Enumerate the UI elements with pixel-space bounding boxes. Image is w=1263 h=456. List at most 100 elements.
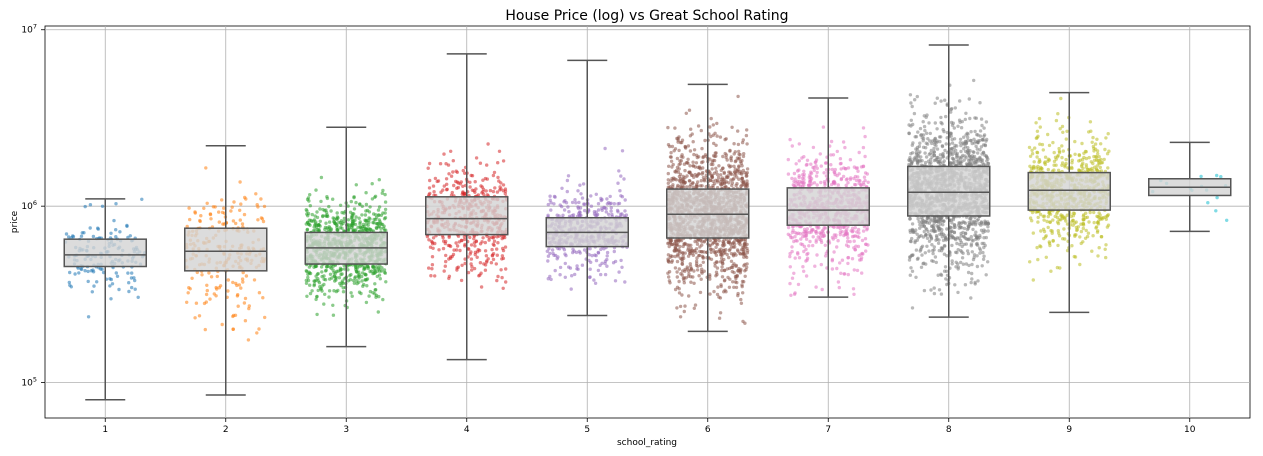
data-point	[812, 165, 816, 170]
data-point	[692, 306, 696, 310]
data-point	[327, 220, 332, 224]
data-point	[569, 287, 573, 291]
data-point	[744, 133, 749, 138]
data-point	[846, 261, 850, 266]
data-point	[247, 304, 251, 308]
data-point	[241, 280, 245, 284]
data-point	[329, 209, 333, 213]
data-point	[563, 275, 567, 279]
data-point	[790, 230, 795, 235]
data-point	[546, 254, 551, 258]
data-point	[701, 166, 705, 170]
data-point	[956, 248, 960, 252]
data-point	[363, 272, 367, 276]
data-point	[377, 205, 382, 209]
data-point	[260, 217, 265, 221]
data-point	[801, 265, 805, 269]
data-point	[677, 291, 682, 295]
data-point	[140, 197, 144, 201]
data-point	[716, 285, 720, 289]
data-point	[830, 267, 835, 271]
data-point	[679, 185, 684, 189]
data-point	[822, 180, 827, 184]
data-point	[86, 279, 90, 284]
data-point	[358, 225, 362, 229]
data-point	[610, 212, 614, 217]
data-point	[666, 125, 670, 130]
data-point	[360, 213, 364, 217]
data-point	[857, 150, 861, 155]
data-point	[349, 291, 353, 295]
data-point	[833, 167, 837, 172]
data-point	[202, 206, 206, 210]
data-point	[675, 306, 679, 310]
data-point	[719, 247, 723, 251]
data-point	[736, 269, 740, 273]
data-point	[732, 270, 736, 275]
data-point	[368, 269, 372, 274]
data-point	[354, 215, 358, 219]
data-point	[310, 289, 314, 293]
data-point	[578, 183, 582, 187]
data-point	[743, 274, 747, 278]
data-point	[963, 117, 967, 122]
data-point	[959, 126, 964, 130]
data-point	[802, 230, 806, 234]
data-point	[666, 253, 671, 257]
data-point	[567, 210, 571, 214]
data-point	[788, 254, 792, 259]
data-point	[722, 181, 727, 186]
data-point	[857, 178, 861, 183]
data-point	[570, 274, 574, 278]
data-point	[702, 269, 706, 273]
data-point	[470, 188, 475, 192]
data-point	[481, 187, 486, 191]
data-point	[455, 244, 460, 248]
data-point	[455, 186, 459, 190]
data-point	[714, 143, 718, 147]
data-point	[715, 266, 720, 270]
data-point	[722, 248, 726, 252]
data-point	[731, 280, 735, 284]
data-point	[238, 208, 242, 212]
data-point	[693, 303, 698, 307]
data-point	[921, 133, 926, 137]
data-point	[341, 290, 346, 294]
data-point	[802, 183, 806, 187]
data-point	[323, 278, 328, 282]
data-point	[687, 108, 692, 112]
data-point	[500, 275, 504, 280]
data-point	[86, 269, 90, 274]
data-point	[714, 270, 719, 274]
data-point	[496, 175, 500, 180]
data-point	[246, 338, 251, 342]
data-point	[427, 161, 432, 166]
data-point	[380, 266, 384, 270]
data-point	[463, 171, 467, 175]
data-point	[485, 193, 489, 197]
data-point	[848, 239, 852, 244]
data-point	[589, 204, 594, 208]
data-point	[126, 235, 130, 240]
data-point	[685, 185, 689, 189]
data-point	[454, 179, 458, 184]
data-point	[964, 262, 969, 266]
data-point	[716, 175, 721, 180]
data-point	[470, 174, 475, 178]
data-point	[242, 301, 247, 305]
data-point	[711, 162, 715, 167]
data-point	[186, 291, 190, 295]
data-point	[501, 286, 505, 290]
data-point	[352, 281, 357, 285]
data-point	[745, 128, 749, 132]
data-point	[555, 257, 559, 261]
data-point	[967, 97, 971, 101]
data-point	[849, 176, 853, 180]
data-point	[380, 191, 384, 195]
data-point	[463, 191, 467, 196]
data-point	[683, 242, 687, 246]
data-point	[549, 208, 553, 212]
data-point	[263, 315, 267, 320]
data-point	[837, 285, 841, 290]
data-point	[851, 287, 856, 291]
